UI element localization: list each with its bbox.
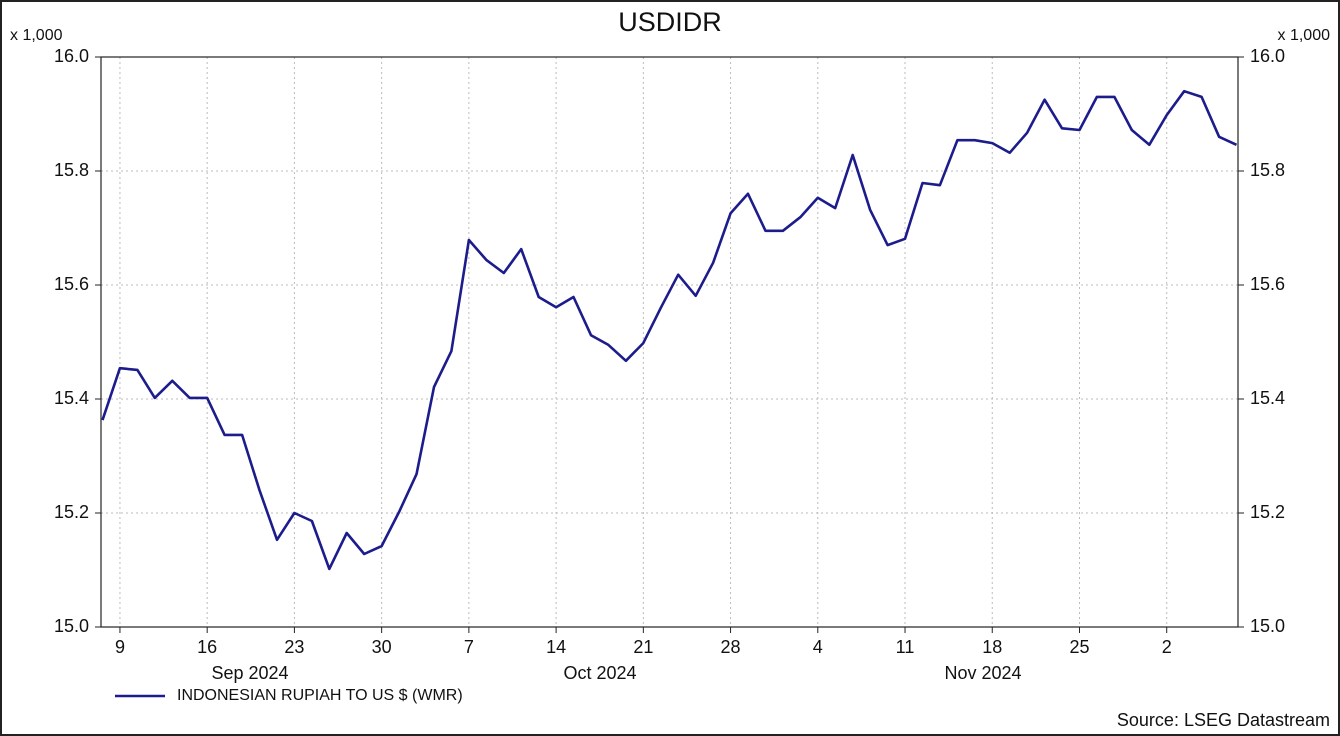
y-tick-label: 15.8 — [54, 160, 89, 180]
x-tick-label: 18 — [982, 637, 1002, 657]
y2-tick-label: 15.2 — [1250, 502, 1285, 522]
y-tick-label: 15.0 — [54, 616, 89, 636]
x-group-label: Oct 2024 — [563, 663, 636, 683]
y2-tick-label: 15.0 — [1250, 616, 1285, 636]
y-unit-left: x 1,000 — [10, 27, 63, 44]
x-tick-label: 23 — [284, 637, 304, 657]
x-tick-label: 25 — [1069, 637, 1089, 657]
x-tick-label: 11 — [896, 637, 915, 657]
chart-title: USDIDR — [618, 7, 722, 37]
y2-tick-label: 15.8 — [1250, 160, 1285, 180]
series-line — [101, 89, 1238, 571]
x-tick-label: 28 — [721, 637, 741, 657]
source-note: Source: LSEG Datastream — [1117, 710, 1330, 730]
x-tick-label: 14 — [546, 637, 566, 657]
x-tick-label: 30 — [372, 637, 392, 657]
x-tick-label: 7 — [464, 637, 474, 657]
plot-area — [100, 56, 1239, 628]
y2-tick-label: 15.6 — [1250, 274, 1285, 294]
y2-tick-label: 16.0 — [1250, 46, 1285, 66]
x-tick-label: 2 — [1162, 637, 1172, 657]
x-tick-label: 4 — [813, 637, 823, 657]
x-group-label: Sep 2024 — [211, 663, 288, 683]
x-tick-label: 21 — [633, 637, 653, 657]
y-unit-right: x 1,000 — [1278, 27, 1331, 44]
y-tick-label: 16.0 — [54, 46, 89, 66]
y-tick-label: 15.2 — [54, 502, 89, 522]
legend-label: INDONESIAN RUPIAH TO US $ (WMR) — [177, 687, 463, 704]
x-tick-label: 16 — [197, 637, 217, 657]
y-tick-label: 15.6 — [54, 274, 89, 294]
y-tick-label: 15.4 — [54, 388, 89, 408]
y2-tick-label: 15.4 — [1250, 388, 1285, 408]
x-tick-label: 9 — [115, 637, 125, 657]
x-group-label: Nov 2024 — [944, 663, 1021, 683]
